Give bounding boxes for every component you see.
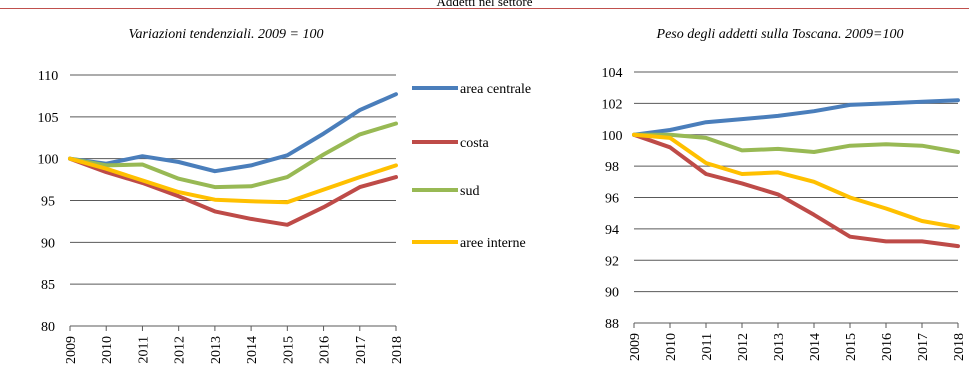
chart2-x-tick-label: 2010 — [664, 333, 679, 361]
chart2-series-costa — [632, 132, 960, 249]
chart2-y-tick-label: 98 — [605, 160, 619, 175]
chart2-y-tick-label: 94 — [605, 223, 619, 238]
chart2-y-tick-label: 104 — [602, 66, 623, 81]
chart1-x-tick-label: 2016 — [318, 336, 333, 364]
chart2-series-sud — [632, 132, 960, 154]
chart2-y-tick-label: 92 — [605, 254, 619, 269]
chart1-series-aree-interne — [68, 156, 398, 205]
chart1-x-tick-label: 2014 — [245, 336, 260, 364]
chart1-series-area-centrale — [68, 92, 398, 174]
chart1-y-tick-label: 85 — [41, 278, 55, 293]
chart2-x-tick-label: 2017 — [916, 333, 931, 361]
chart1-x-tick-label: 2018 — [390, 336, 405, 364]
legend-label-sud: sud — [460, 184, 479, 199]
chart1-x-tick-label: 2013 — [209, 336, 224, 364]
chart1-x-tick-label: 2017 — [354, 336, 369, 364]
chart2-y-tick-label: 90 — [605, 286, 619, 301]
chart1-y-tick-label: 110 — [38, 69, 58, 84]
chart1-x-tick-label: 2011 — [136, 336, 151, 363]
header-rule — [0, 8, 969, 9]
chart1-y-tick-label: 105 — [38, 111, 59, 126]
chart1-y-tick-label: 95 — [41, 195, 55, 210]
chart2-x-tick-label: 2009 — [628, 333, 643, 361]
legend-label-aree-interne: aree interne — [460, 236, 526, 251]
chart2-x-tick-label: 2012 — [736, 333, 751, 361]
chart1-series-costa — [68, 156, 398, 227]
chart2-y-tick-label: 88 — [605, 317, 619, 332]
chart2-x-tick-label: 2014 — [808, 333, 823, 361]
chart1-y-tick-label: 100 — [38, 153, 59, 168]
chart2-y-tick-label: 96 — [605, 192, 619, 207]
chart1-series-sud — [68, 121, 398, 190]
chart2-x-tick-label: 2013 — [772, 333, 787, 361]
chart1-x-tick-label: 2012 — [173, 336, 188, 364]
chart2-series-aree-interne — [632, 132, 960, 230]
chart2-title: Peso degli addetti sulla Toscana. 2009=1… — [656, 27, 904, 42]
figure-header: Addetti nel settore — [436, 0, 533, 9]
chart1-x-tick-label: 2010 — [100, 336, 115, 364]
chart2-y-tick-label: 100 — [602, 129, 623, 144]
chart1-x-tick-label: 2009 — [64, 336, 79, 364]
chart1-y-tick-label: 80 — [41, 320, 55, 335]
chart1-y-tick-label: 90 — [41, 236, 55, 251]
chart2-x-tick-label: 2018 — [952, 333, 967, 361]
chart2-x-tick-label: 2011 — [700, 333, 715, 360]
chart2-x-tick-label: 2016 — [880, 333, 895, 361]
chart2-series-area-centrale — [632, 98, 960, 137]
chart2-x-tick-label: 2015 — [844, 333, 859, 361]
legend-label-area-centrale: area centrale — [460, 82, 531, 97]
chart1-x-tick-label: 2015 — [281, 336, 296, 364]
legend-label-costa: costa — [460, 136, 490, 151]
chart1-title: Variazioni tendenziali. 2009 = 100 — [129, 27, 324, 42]
chart2-y-tick-label: 102 — [602, 97, 623, 112]
